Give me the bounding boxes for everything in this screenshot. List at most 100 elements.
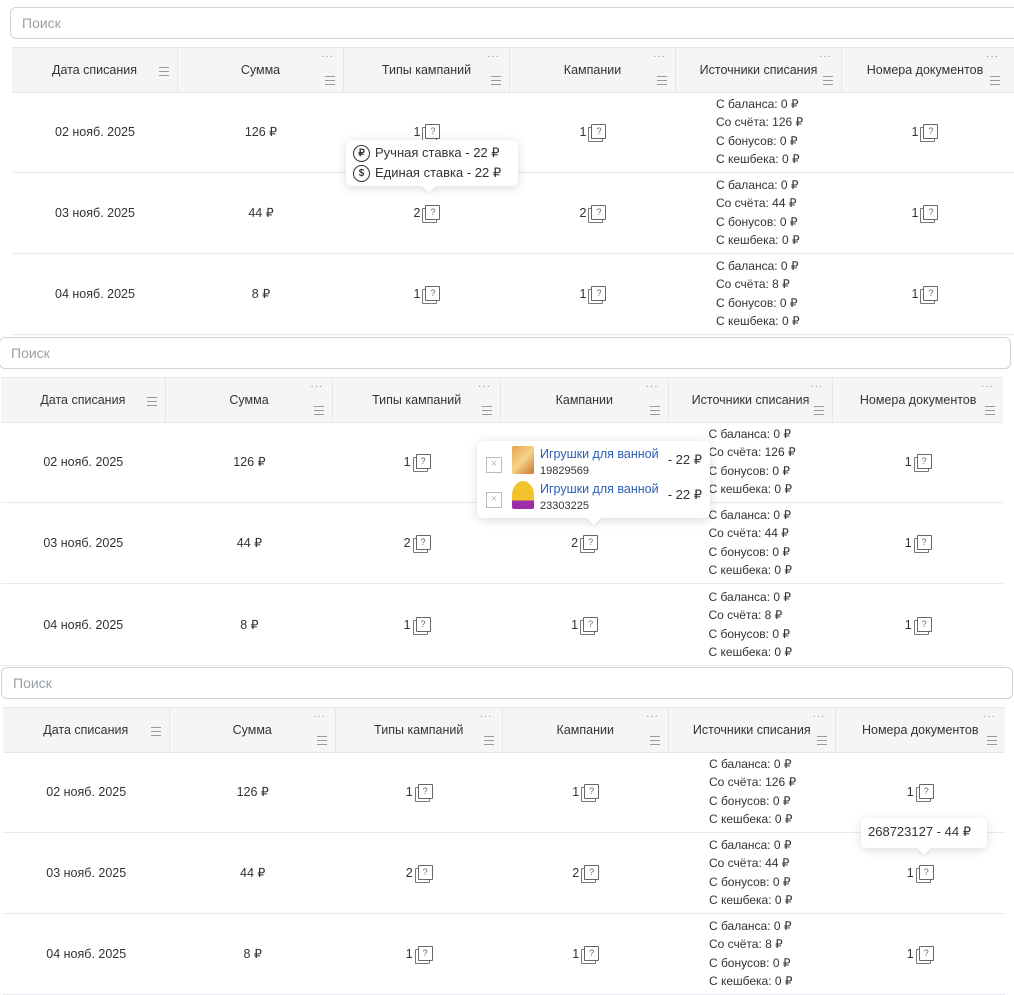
campaign-link[interactable]: Игрушки для ванной <box>540 447 659 461</box>
campaign-price: - 22 ₽ <box>667 487 702 502</box>
close-icon[interactable]: × <box>486 457 502 473</box>
column-menu-icon[interactable] <box>150 727 161 736</box>
more-icon[interactable]: ··· <box>646 711 659 722</box>
column-menu-icon[interactable] <box>146 397 157 406</box>
col-amount[interactable]: Сумма ··· <box>178 48 344 92</box>
more-icon[interactable]: ··· <box>980 381 994 392</box>
col-sources[interactable]: Источники списания ··· <box>669 378 834 422</box>
types-cell: 1? <box>336 913 502 994</box>
column-menu-icon[interactable] <box>990 76 1000 85</box>
details-icon[interactable]: ? <box>425 124 441 139</box>
column-menu-icon[interactable] <box>650 736 660 745</box>
col-campaigns[interactable]: Кампании ··· <box>501 378 669 422</box>
types-cell: 1? <box>336 751 502 832</box>
more-icon[interactable]: ··· <box>487 51 500 62</box>
sources-cell: С баланса: 0 ₽ Со счёта: 44 ₽ С бонусов: 0… <box>708 507 793 577</box>
details-icon[interactable]: ? <box>591 205 607 220</box>
details-icon[interactable]: ? <box>417 946 433 961</box>
column-menu-icon[interactable] <box>159 67 169 76</box>
col-campaigns[interactable]: Кампании ··· <box>503 708 669 752</box>
more-icon[interactable]: ··· <box>653 51 666 62</box>
column-menu-icon[interactable] <box>984 406 995 415</box>
column-menu-icon[interactable] <box>317 736 327 745</box>
details-icon[interactable]: ? <box>918 865 934 880</box>
column-menu-icon[interactable] <box>823 76 833 85</box>
col-sources[interactable]: Источники списания ··· <box>676 48 842 92</box>
details-icon[interactable]: ? <box>415 617 431 632</box>
details-icon[interactable]: ? <box>916 617 932 632</box>
col-date[interactable]: Дата списания <box>1 378 166 422</box>
more-icon[interactable]: ··· <box>321 51 334 62</box>
search-input[interactable] <box>0 337 1011 369</box>
details-icon[interactable]: ? <box>923 286 939 301</box>
column-menu-icon[interactable] <box>649 406 660 415</box>
column-menu-icon[interactable] <box>491 76 501 85</box>
column-menu-icon[interactable] <box>314 406 325 415</box>
campaigns-cell: 1? <box>502 751 668 832</box>
types-tooltip: ₽ Ручная ставка - 22 ₽ $ Единая ставка - 2… <box>346 140 518 186</box>
col-types[interactable]: Типы кампаний ··· <box>344 48 510 92</box>
details-icon[interactable]: ? <box>583 617 599 632</box>
col-amount[interactable]: Сумма ··· <box>170 708 336 752</box>
details-icon[interactable]: ? <box>415 454 431 469</box>
more-icon[interactable]: ··· <box>986 51 999 62</box>
col-types[interactable]: Типы кампаний ··· <box>336 708 503 752</box>
coin-hand-icon: ₽ <box>353 144 370 162</box>
details-icon[interactable]: ? <box>425 286 441 301</box>
col-campaigns[interactable]: Кампании ··· <box>510 48 676 92</box>
column-menu-icon[interactable] <box>482 406 492 415</box>
details-icon[interactable]: ? <box>591 124 607 139</box>
campaigns-cell: 2? <box>501 502 669 583</box>
col-amount[interactable]: Сумма ··· <box>166 378 334 422</box>
details-icon[interactable]: ? <box>415 535 431 550</box>
col-date[interactable]: Дата списания <box>12 48 178 92</box>
amount-cell: 126 ₽ <box>236 785 269 799</box>
more-icon[interactable]: ··· <box>479 711 493 722</box>
details-icon[interactable]: ? <box>916 535 932 550</box>
column-menu-icon[interactable] <box>657 76 667 85</box>
date-cell: 03 нояб. 2025 <box>43 535 124 550</box>
docs-cell: 1? <box>833 584 1003 665</box>
col-date[interactable]: Дата списания <box>3 708 170 752</box>
types-cell: 1? <box>333 421 501 502</box>
col-docs[interactable]: Номера документов ··· <box>833 378 1003 422</box>
more-icon[interactable]: ··· <box>819 51 832 62</box>
column-menu-icon[interactable] <box>816 736 827 745</box>
more-icon[interactable]: ··· <box>982 711 996 722</box>
table-row: 04 нояб. 2025 8 ₽ 1? 1? С баланса: 0 ₽ Со… <box>1 584 1003 666</box>
details-icon[interactable]: ? <box>923 124 939 139</box>
col-docs[interactable]: Номера документов ··· <box>842 48 1008 92</box>
col-types[interactable]: Типы кампаний ··· <box>333 378 501 422</box>
search-input[interactable] <box>10 7 1014 39</box>
close-icon[interactable]: × <box>486 492 502 508</box>
details-icon[interactable]: ? <box>584 946 600 961</box>
details-icon[interactable]: ? <box>918 784 934 799</box>
details-icon[interactable]: ? <box>923 205 939 220</box>
details-icon[interactable]: ? <box>591 286 607 301</box>
details-icon[interactable]: ? <box>916 454 932 469</box>
column-menu-icon[interactable] <box>986 736 997 745</box>
col-docs[interactable]: Номера документов ··· <box>836 708 1005 752</box>
details-icon[interactable]: ? <box>583 535 599 550</box>
details-icon[interactable]: ? <box>584 784 600 799</box>
details-icon[interactable]: ? <box>425 205 441 220</box>
docs-tooltip: 268723127 - 44 ₽ <box>861 818 987 848</box>
details-icon[interactable]: ? <box>417 865 433 880</box>
more-icon[interactable]: ··· <box>645 381 659 392</box>
more-icon[interactable]: ··· <box>812 711 826 722</box>
col-sources[interactable]: Источники списания ··· <box>669 708 836 752</box>
table-row: 04 нояб. 2025 8 ₽ 1? 1? С баланса: 0 ₽ Со… <box>3 913 1005 995</box>
column-menu-icon[interactable] <box>325 76 335 85</box>
more-icon[interactable]: ··· <box>310 381 324 392</box>
details-icon[interactable]: ? <box>584 865 600 880</box>
column-menu-icon[interactable] <box>814 406 825 415</box>
search-input[interactable] <box>1 667 1013 699</box>
column-menu-icon[interactable] <box>483 736 494 745</box>
details-icon[interactable]: ? <box>417 784 433 799</box>
campaign-link[interactable]: Игрушки для ванной <box>540 482 659 496</box>
tooltip-item: ₽ Ручная ставка - 22 ₽ <box>353 143 511 163</box>
more-icon[interactable]: ··· <box>313 711 326 722</box>
more-icon[interactable]: ··· <box>478 381 491 392</box>
more-icon[interactable]: ··· <box>810 381 824 392</box>
details-icon[interactable]: ? <box>918 946 934 961</box>
